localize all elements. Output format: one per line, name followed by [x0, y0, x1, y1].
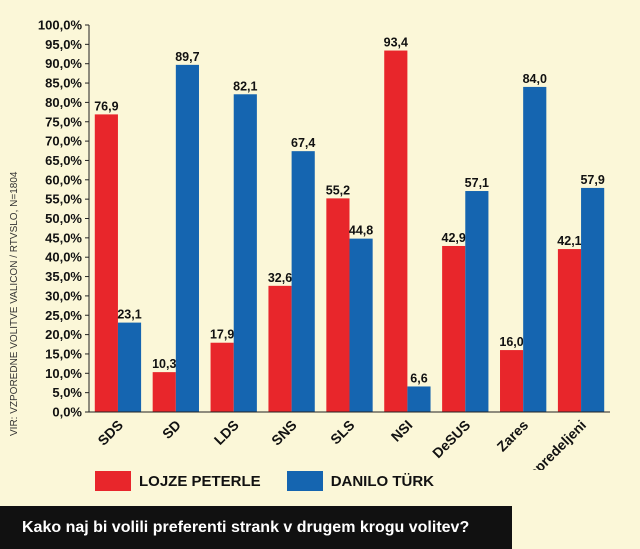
bar-turk [581, 187, 605, 412]
data-label: 16,0 [499, 335, 523, 349]
y-tick-label: 25,0% [45, 308, 82, 323]
data-label: 89,7 [175, 50, 199, 64]
bar-turk [117, 322, 142, 412]
y-tick-label: 50,0% [45, 211, 82, 226]
bar-peterle [384, 50, 408, 413]
data-label: 42,9 [442, 231, 466, 245]
bar-peterle [326, 198, 350, 412]
y-axis: 0,0% 5,0% 10,0% 15,0% 20,0% 25,0% 30,0% 35,0% 40… [38, 18, 90, 420]
bars: 76,9 23,1 10,3 89,7 17,9 82,1 32,6 67,4 55,2 44,8… [94, 36, 605, 413]
data-label: 17,9 [210, 328, 234, 342]
bar-turk [349, 238, 373, 412]
y-tick-label: 65,0% [45, 153, 82, 168]
caption-bar: Kako naj bi volili preferenti strank v d… [0, 506, 512, 549]
legend-label-turk: DANILO TÜRK [330, 472, 435, 490]
bar-peterle [152, 372, 176, 412]
data-label: 42,1 [557, 234, 581, 248]
data-label: 10,3 [152, 357, 176, 371]
y-tick-label: 70,0% [45, 134, 82, 149]
bar-peterle [210, 342, 234, 412]
bar-turk [523, 86, 547, 413]
y-tick-label: 5,0% [52, 385, 82, 400]
y-tick-label: 100,0% [38, 18, 83, 33]
data-label: 44,8 [349, 224, 373, 238]
bar-peterle [500, 350, 524, 412]
y-tick-label: 60,0% [45, 172, 82, 187]
bar-turk [465, 191, 489, 412]
bar-turk [175, 64, 199, 413]
y-tick-label: 15,0% [45, 346, 82, 361]
y-tick-label: 30,0% [45, 288, 82, 303]
legend: LOJZE PETERLE DANILO TÜRK [95, 470, 460, 492]
legend-label-peterle: LOJZE PETERLE [139, 472, 261, 490]
data-label: 93,4 [384, 36, 408, 50]
legend-swatch-turk [286, 471, 323, 491]
y-tick-label: 10,0% [45, 366, 82, 381]
data-label: 67,4 [291, 136, 315, 150]
data-label: 6,6 [410, 371, 427, 385]
y-tick-label: 0,0% [52, 405, 82, 420]
y-tick-label: 90,0% [45, 56, 82, 71]
data-label: 57,1 [465, 176, 489, 190]
y-tick-label: 85,0% [45, 76, 82, 91]
bar-turk [291, 151, 315, 413]
data-label: 55,2 [326, 183, 350, 197]
bar-chart: VIR: VZPOREDNE VOLITVE VALICON / RTVSLO,… [9, 17, 610, 470]
y-tick-label: 75,0% [45, 114, 82, 129]
data-label: 57,9 [580, 173, 604, 187]
chart-title: Kako naj bi volili preferenti strank v d… [22, 518, 470, 536]
data-label: 32,6 [268, 271, 292, 285]
bar-turk [407, 386, 431, 412]
y-tick-label: 20,0% [45, 327, 82, 342]
y-tick-label: 40,0% [45, 250, 82, 265]
data-label: 84,0 [523, 72, 547, 86]
y-tick-label: 45,0% [45, 230, 82, 245]
y-tick-label: 35,0% [45, 269, 82, 284]
bar-turk [233, 94, 257, 412]
y-tick-label: 95,0% [45, 37, 82, 52]
data-label: 23,1 [117, 308, 141, 322]
legend-item-turk: DANILO TÜRK [286, 471, 435, 491]
data-label: 76,9 [94, 99, 118, 113]
bar-peterle [557, 249, 582, 412]
legend-swatch-peterle [95, 471, 131, 491]
y-tick-label: 55,0% [45, 192, 82, 207]
data-label: 82,1 [233, 79, 257, 93]
y-tick-label: 80,0% [45, 95, 82, 110]
bar-peterle [94, 114, 118, 412]
bar-peterle [268, 285, 292, 412]
legend-item-peterle: LOJZE PETERLE [95, 471, 261, 491]
bar-peterle [442, 245, 466, 412]
source-note: VIR: VZPOREDNE VOLITVE VALICON / RTVSLO,… [9, 171, 20, 436]
